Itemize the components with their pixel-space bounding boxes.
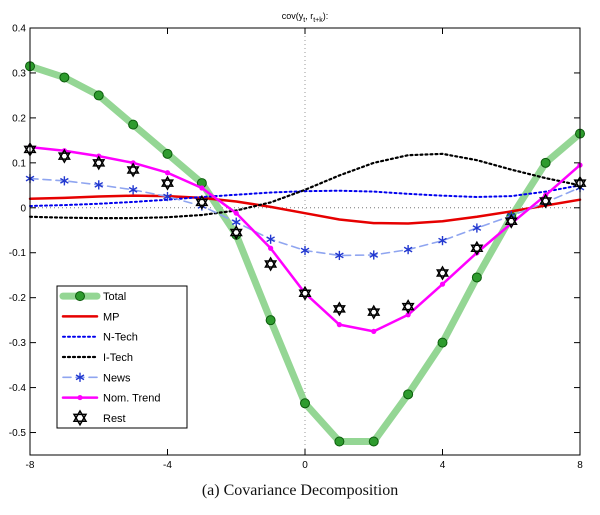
y-tick-label: 0.1 xyxy=(12,158,26,169)
axis-ticks-and-labels: -8 -4 0 4 8 -0.5 -0.4 -0.3 -0.2 -0.1 0 0.1 0.2 0.3 0.4 xyxy=(9,24,583,472)
y-tick-label: -0.1 xyxy=(9,248,27,259)
y-tick-label: 0.2 xyxy=(12,113,26,124)
x-tick-label: 8 xyxy=(577,460,583,471)
y-tick-label: -0.2 xyxy=(9,293,27,304)
legend-item-total: Total xyxy=(59,291,126,303)
y-tick-label: -0.3 xyxy=(9,338,27,349)
legend-item-i-tech: I-Tech xyxy=(61,352,133,364)
legend-label: Total xyxy=(103,291,126,303)
y-tick-label: -0.5 xyxy=(9,428,27,439)
y-tick-label: 0.3 xyxy=(12,68,26,79)
chart-title: cov(yt, rt+k): xyxy=(282,11,329,24)
figure-caption: (a) Covariance Decomposition xyxy=(201,482,399,499)
legend-label: News xyxy=(103,372,131,384)
legend-item-n-tech: N-Tech xyxy=(62,332,138,344)
legend-label: I-Tech xyxy=(103,352,133,364)
legend-label: N-Tech xyxy=(103,332,138,344)
series-n-tech xyxy=(29,184,581,207)
legend: Total MP N-Tech I-Tech News Nom. Trend Rest xyxy=(56,285,188,429)
x-tick-label: 4 xyxy=(440,460,446,471)
covariance-chart: -8 -4 0 4 8 -0.5 -0.4 -0.3 -0.2 -0.1 0 0.1 0.2 0.3 0.4… xyxy=(9,11,587,472)
y-tick-label: -0.4 xyxy=(9,383,27,394)
series-i-tech xyxy=(28,152,582,220)
legend-label: Rest xyxy=(103,413,126,425)
x-tick-label: -8 xyxy=(26,460,35,471)
legend-label: MP xyxy=(103,311,120,323)
legend-item-news: News xyxy=(62,372,131,384)
y-tick-label: 0.4 xyxy=(12,24,26,35)
legend-label: Nom. Trend xyxy=(103,393,160,405)
legend-item-rest: Rest xyxy=(72,409,126,427)
series-mp xyxy=(28,194,582,225)
legend-item-mp: MP xyxy=(61,311,120,323)
legend-item-nom-trend: Nom. Trend xyxy=(61,393,160,405)
y-tick-label: 0 xyxy=(20,203,26,214)
x-tick-label: 0 xyxy=(302,460,308,471)
x-tick-label: -4 xyxy=(163,460,172,471)
